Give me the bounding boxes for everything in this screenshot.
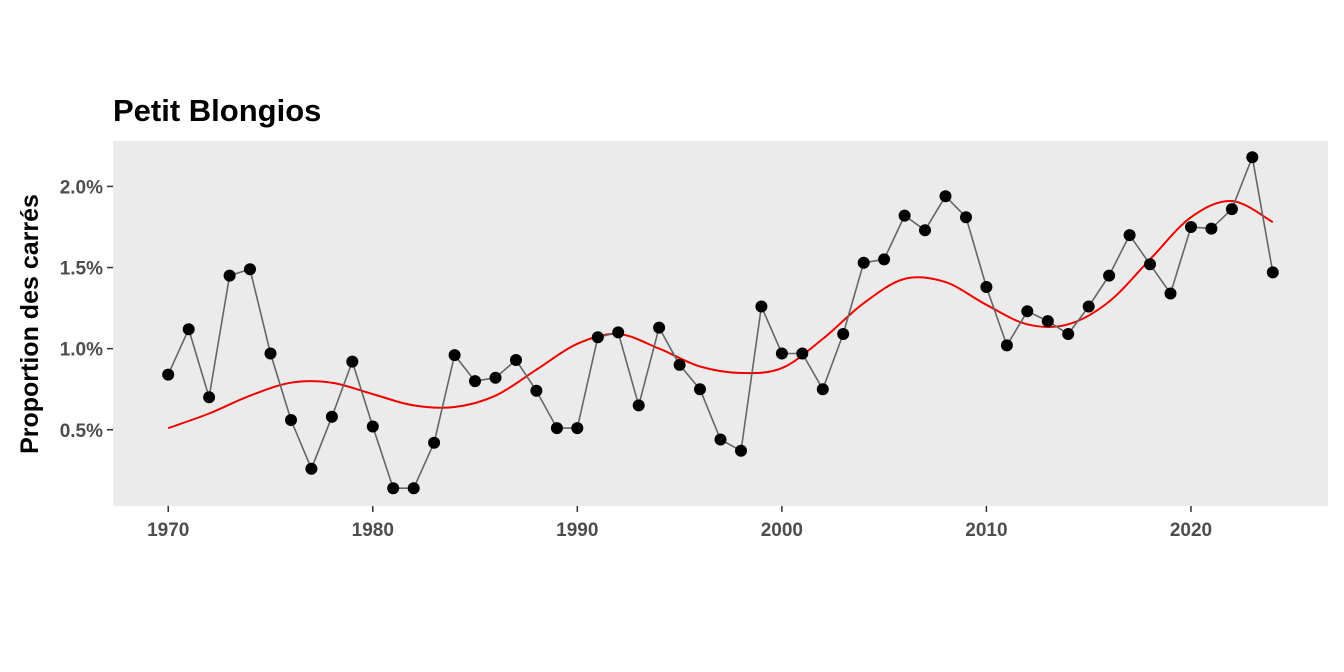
data-point <box>796 347 809 360</box>
chart-title: Petit Blongios <box>113 93 321 128</box>
data-point <box>1164 287 1177 300</box>
y-tick-label: 1.0% <box>60 340 103 361</box>
data-point <box>264 347 277 360</box>
data-point <box>1266 266 1279 279</box>
y-tick-label: 2.0% <box>60 177 103 198</box>
data-point <box>1123 229 1136 242</box>
y-tick-label: 0.5% <box>60 421 103 442</box>
data-point <box>632 399 645 412</box>
data-point <box>775 347 788 360</box>
data-point <box>489 371 502 384</box>
data-point <box>1225 203 1238 216</box>
data-point <box>1000 339 1013 352</box>
data-point <box>305 462 318 475</box>
data-point <box>285 414 297 426</box>
data-point <box>1205 222 1218 235</box>
data-point <box>1041 315 1054 328</box>
data-point <box>571 422 584 435</box>
data-point <box>960 211 972 224</box>
data-point <box>919 224 931 237</box>
data-point <box>325 410 338 423</box>
y-axis: 0.5% 1.0% 1.5% 2.0% <box>60 177 113 442</box>
data-point <box>1103 269 1116 282</box>
data-point <box>182 323 195 336</box>
data-point <box>673 358 686 371</box>
data-point <box>448 349 461 362</box>
data-point <box>694 383 706 396</box>
data-point <box>1144 258 1156 271</box>
data-point <box>223 269 236 282</box>
data-point <box>1021 305 1034 318</box>
x-tick-label: 2010 <box>965 520 1007 541</box>
data-point <box>530 384 543 397</box>
data-point <box>550 422 563 435</box>
data-point <box>203 391 216 404</box>
data-point <box>816 383 829 396</box>
data-point <box>346 355 359 368</box>
x-tick-label: 1970 <box>147 520 189 541</box>
data-point <box>1062 328 1075 340</box>
data-point <box>244 263 256 276</box>
data-point <box>387 482 400 495</box>
data-point <box>469 375 481 388</box>
x-tick-label: 1990 <box>556 520 598 541</box>
data-point <box>1082 300 1095 313</box>
observed-points <box>162 151 1279 495</box>
data-point <box>407 482 420 495</box>
y-axis-label: Proportion des carrés <box>16 194 44 454</box>
data-point <box>735 444 747 457</box>
data-point <box>1246 151 1259 164</box>
x-tick-label: 2020 <box>1170 520 1212 541</box>
y-tick-label: 1.5% <box>60 259 103 280</box>
data-point <box>653 321 666 334</box>
smooth-trend-line <box>167 199 1274 430</box>
data-point <box>428 436 441 449</box>
data-point <box>980 281 993 293</box>
smooth-trend <box>167 199 1274 430</box>
data-point <box>755 300 768 313</box>
data-point <box>939 190 952 203</box>
data-point <box>714 433 727 446</box>
data-point <box>898 209 911 222</box>
data-point <box>837 328 850 340</box>
data-point <box>366 420 379 433</box>
data-point <box>1185 221 1197 233</box>
data-point <box>612 326 625 339</box>
plot-panel <box>113 141 1328 506</box>
data-point <box>591 331 604 344</box>
data-point <box>878 253 891 266</box>
data-point <box>162 368 175 381</box>
x-tick-label: 1980 <box>352 520 394 541</box>
data-point <box>857 256 870 269</box>
data-point <box>510 354 522 366</box>
x-axis: 1970 1980 1990 2000 2010 2020 <box>147 506 1212 541</box>
x-tick-label: 2000 <box>761 520 803 541</box>
